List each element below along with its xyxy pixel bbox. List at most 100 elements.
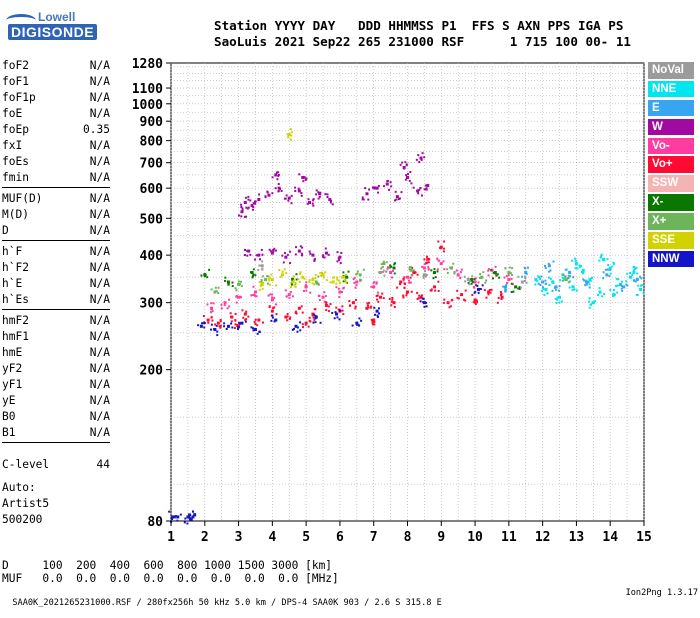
data-point xyxy=(233,327,236,330)
data-point xyxy=(549,277,552,280)
data-point xyxy=(503,285,507,289)
data-point xyxy=(336,276,339,279)
data-point xyxy=(620,280,623,283)
data-point xyxy=(319,272,322,275)
data-point xyxy=(524,275,527,278)
data-point xyxy=(539,277,542,280)
data-point xyxy=(270,319,273,322)
data-point xyxy=(467,281,470,284)
data-point xyxy=(260,264,263,267)
data-point xyxy=(216,321,220,325)
data-point xyxy=(258,193,261,196)
data-point xyxy=(534,279,537,282)
data-point xyxy=(210,306,214,310)
x-tick-label: 11 xyxy=(501,530,517,545)
data-point xyxy=(317,282,320,285)
data-point xyxy=(507,278,511,282)
data-point xyxy=(210,311,213,314)
c-level-row: C-level 44 xyxy=(2,457,110,473)
data-point xyxy=(235,289,238,292)
param-value: N/A xyxy=(89,208,110,221)
data-point xyxy=(247,206,250,209)
data-point xyxy=(380,267,383,270)
data-point xyxy=(338,318,341,321)
data-point xyxy=(338,255,342,259)
data-point xyxy=(242,316,245,319)
data-point xyxy=(218,325,221,328)
data-point xyxy=(500,292,503,295)
data-point xyxy=(176,515,180,519)
param-name: h`F2 xyxy=(2,261,29,274)
data-point xyxy=(437,280,440,283)
data-point xyxy=(626,272,629,275)
data-point xyxy=(546,292,549,295)
data-point xyxy=(250,294,253,297)
data-point xyxy=(562,273,565,276)
data-point xyxy=(371,320,374,323)
data-point xyxy=(370,285,373,288)
data-point xyxy=(423,305,426,308)
data-point xyxy=(637,284,640,287)
data-point xyxy=(373,321,376,324)
data-point xyxy=(297,278,300,281)
data-point xyxy=(403,282,406,285)
x-tick-label: 14 xyxy=(602,530,618,545)
data-point xyxy=(253,294,256,297)
data-point xyxy=(255,254,258,257)
data-point xyxy=(258,281,261,284)
data-point xyxy=(371,321,374,324)
data-point xyxy=(299,245,302,248)
data-point xyxy=(329,303,332,306)
data-point xyxy=(413,269,416,272)
data-point xyxy=(254,274,257,277)
data-point xyxy=(295,273,298,276)
data-point xyxy=(409,170,412,173)
data-point xyxy=(504,267,507,270)
data-point xyxy=(473,286,476,289)
data-point xyxy=(619,283,622,286)
data-point xyxy=(325,251,328,254)
param-separator xyxy=(2,240,110,241)
data-point xyxy=(324,247,327,250)
data-point xyxy=(252,202,255,205)
data-point xyxy=(304,321,308,325)
data-point xyxy=(471,293,474,296)
data-point xyxy=(544,287,548,291)
data-point xyxy=(578,264,581,267)
data-point xyxy=(416,291,419,294)
param-name: B0 xyxy=(2,410,16,423)
data-point xyxy=(482,271,485,274)
legend-entry: E xyxy=(648,99,694,117)
param-value: N/A xyxy=(89,394,110,407)
data-point xyxy=(471,281,474,284)
data-point xyxy=(226,280,230,284)
data-point xyxy=(505,289,508,292)
data-point xyxy=(456,289,459,292)
auto-line2: Artist5 xyxy=(2,497,50,510)
data-point xyxy=(517,287,520,290)
data-point xyxy=(292,275,295,278)
param-row: fmin N/A xyxy=(2,170,110,186)
param-name: yF2 xyxy=(2,362,23,375)
data-point xyxy=(237,280,240,283)
data-point xyxy=(275,313,278,316)
data-point xyxy=(354,305,357,308)
data-point xyxy=(496,273,499,276)
data-point xyxy=(463,275,466,278)
data-point xyxy=(259,258,262,261)
data-point xyxy=(491,277,494,280)
data-point xyxy=(423,270,426,273)
data-point xyxy=(294,324,298,328)
data-point xyxy=(303,277,306,280)
data-point xyxy=(329,199,332,202)
data-point xyxy=(443,240,446,243)
data-point xyxy=(389,264,392,267)
data-point xyxy=(479,288,482,291)
param-value: N/A xyxy=(89,139,110,152)
data-point xyxy=(453,272,456,275)
data-point xyxy=(487,274,490,277)
data-point xyxy=(337,287,340,290)
data-point xyxy=(308,280,311,283)
data-point xyxy=(210,328,213,331)
data-point xyxy=(270,273,273,276)
